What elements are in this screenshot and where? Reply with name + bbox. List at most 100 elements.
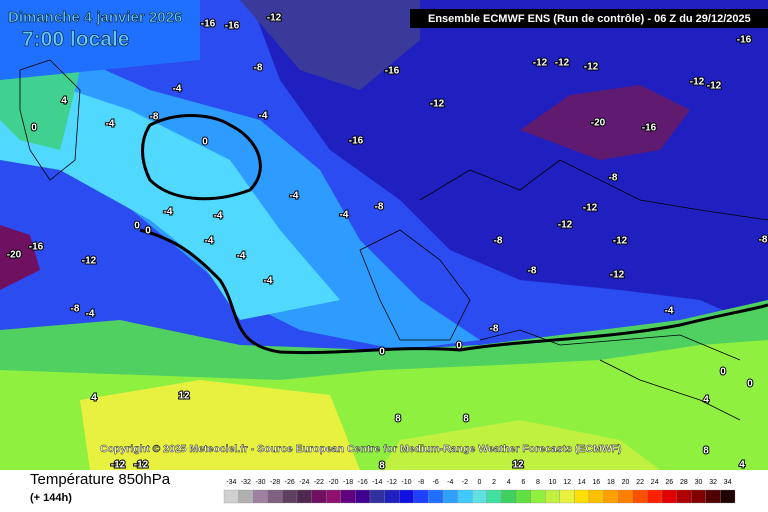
contour-label: -12 bbox=[82, 256, 97, 267]
color-swatch bbox=[632, 489, 648, 504]
color-swatch bbox=[691, 489, 706, 504]
contour-label: -16 bbox=[642, 123, 657, 134]
scale-label: 30 bbox=[695, 479, 703, 486]
color-swatch bbox=[661, 489, 677, 504]
scale-label: -30 bbox=[255, 479, 265, 486]
contour-label: 0 bbox=[720, 367, 726, 378]
color-swatch bbox=[253, 489, 268, 504]
contour-label: -4 bbox=[173, 84, 182, 95]
scale-label: -12 bbox=[387, 479, 397, 486]
scale-label: 32 bbox=[709, 479, 717, 486]
scale-label: 2 bbox=[492, 479, 496, 486]
contour-label: 0 bbox=[145, 226, 151, 237]
color-scale: -34 -32 -30 -28 -26 -24 -22 -20 -18 -16 -14 -12 -10-… bbox=[223, 479, 736, 504]
contour-label: -16 bbox=[201, 19, 216, 30]
color-swatch bbox=[296, 489, 312, 504]
contour-label: 4 bbox=[61, 96, 67, 107]
scale-label: -18 bbox=[343, 479, 353, 486]
contour-label: -16 bbox=[737, 35, 752, 46]
contour-label: 12 bbox=[178, 391, 190, 402]
contour-label: -4 bbox=[290, 191, 299, 202]
contour-label: -8 bbox=[494, 236, 503, 247]
contour-label: -4 bbox=[214, 211, 223, 222]
color-swatch bbox=[501, 489, 517, 504]
scale-label: 26 bbox=[665, 479, 673, 486]
scale-label: 4 bbox=[507, 479, 511, 486]
contour-label: -4 bbox=[264, 276, 273, 287]
color-swatch bbox=[530, 489, 546, 504]
contour-label: -4 bbox=[106, 119, 115, 130]
contour-label: -12 bbox=[583, 203, 598, 214]
contour-label: -8 bbox=[609, 173, 618, 184]
cold-region bbox=[250, 0, 768, 330]
contour-label: -12 bbox=[584, 62, 599, 73]
scale-label: -26 bbox=[285, 479, 295, 486]
date-label: Dimanche 4 janvier 2026 bbox=[8, 9, 182, 26]
color-swatch bbox=[472, 489, 487, 504]
color-swatch bbox=[676, 489, 692, 504]
cold-core bbox=[520, 85, 690, 160]
color-swatch bbox=[311, 489, 327, 504]
scale-label: -10 bbox=[401, 479, 411, 486]
contour-label: 8 bbox=[703, 446, 709, 457]
scale-label: 28 bbox=[680, 479, 688, 486]
map-labels: -16 -16-12-16-8 -16-12 -12 -12-12 -12-44-8 -4-… bbox=[6, 12, 768, 473]
color-swatch bbox=[340, 489, 356, 504]
color-swatch bbox=[574, 489, 590, 504]
contour-label: -12 bbox=[430, 99, 445, 110]
scale-label: -28 bbox=[270, 479, 280, 486]
contour-label: -12 bbox=[533, 58, 548, 69]
contour-label: -12 bbox=[613, 236, 628, 247]
scale-label: -24 bbox=[299, 479, 309, 486]
contour-label: -12 bbox=[690, 77, 705, 88]
scale-label: 8 bbox=[536, 479, 540, 486]
contour-label: 8 bbox=[463, 414, 469, 425]
scale-label: 18 bbox=[607, 479, 615, 486]
contour-label: -4 bbox=[665, 306, 674, 317]
color-swatch bbox=[559, 489, 575, 504]
color-swatch bbox=[515, 489, 531, 504]
footer-lead: (+ 144h) bbox=[30, 492, 72, 504]
scale-label: -2 bbox=[462, 479, 468, 486]
run-box bbox=[410, 9, 768, 28]
color-swatch bbox=[618, 489, 633, 504]
contour-label: 4 bbox=[91, 393, 97, 404]
color-swatch bbox=[603, 489, 619, 504]
contour-label: -12 bbox=[707, 81, 722, 92]
zero-isotherm bbox=[141, 114, 262, 201]
contour-label: -12 bbox=[610, 270, 625, 281]
contour-label: -4 bbox=[86, 309, 95, 320]
scale-label: -6 bbox=[433, 479, 439, 486]
contour-label: -8 bbox=[150, 112, 159, 123]
scale-label: 14 bbox=[578, 479, 586, 486]
contour-label: 8 bbox=[395, 414, 401, 425]
color-swatch bbox=[486, 489, 502, 504]
color-swatch bbox=[238, 489, 254, 504]
contour-label: -8 bbox=[254, 63, 263, 74]
scale-label: -20 bbox=[328, 479, 338, 486]
contour-label: 0 bbox=[134, 221, 140, 232]
contour-label: -12 bbox=[111, 460, 126, 471]
scale-label: 12 bbox=[563, 479, 571, 486]
contour-label: 0 bbox=[31, 123, 37, 134]
color-swatch bbox=[223, 489, 239, 504]
contour-label: -12 bbox=[558, 220, 573, 231]
contour-label: -12 bbox=[555, 58, 570, 69]
scale-label: 16 bbox=[592, 479, 600, 486]
contour-label: -8 bbox=[759, 235, 768, 246]
contour-label: -4 bbox=[340, 210, 349, 221]
run-label: Ensemble ECMWF ENS (Run de contrôle) - 0… bbox=[428, 13, 751, 25]
scale-label: 0 bbox=[478, 479, 482, 486]
footer-title: Température 850hPa bbox=[30, 471, 171, 488]
contour-label: -8 bbox=[528, 266, 537, 277]
contour-label: -8 bbox=[71, 304, 80, 315]
color-swatch bbox=[647, 489, 663, 504]
contour-label: -20 bbox=[7, 250, 22, 261]
scale-label: -4 bbox=[447, 479, 453, 486]
color-swatch bbox=[399, 489, 414, 504]
color-swatch bbox=[457, 489, 473, 504]
contour-label: -16 bbox=[29, 242, 44, 253]
scale-label: 34 bbox=[724, 479, 732, 486]
contour-label: -8 bbox=[490, 324, 499, 335]
color-swatch bbox=[545, 489, 560, 504]
